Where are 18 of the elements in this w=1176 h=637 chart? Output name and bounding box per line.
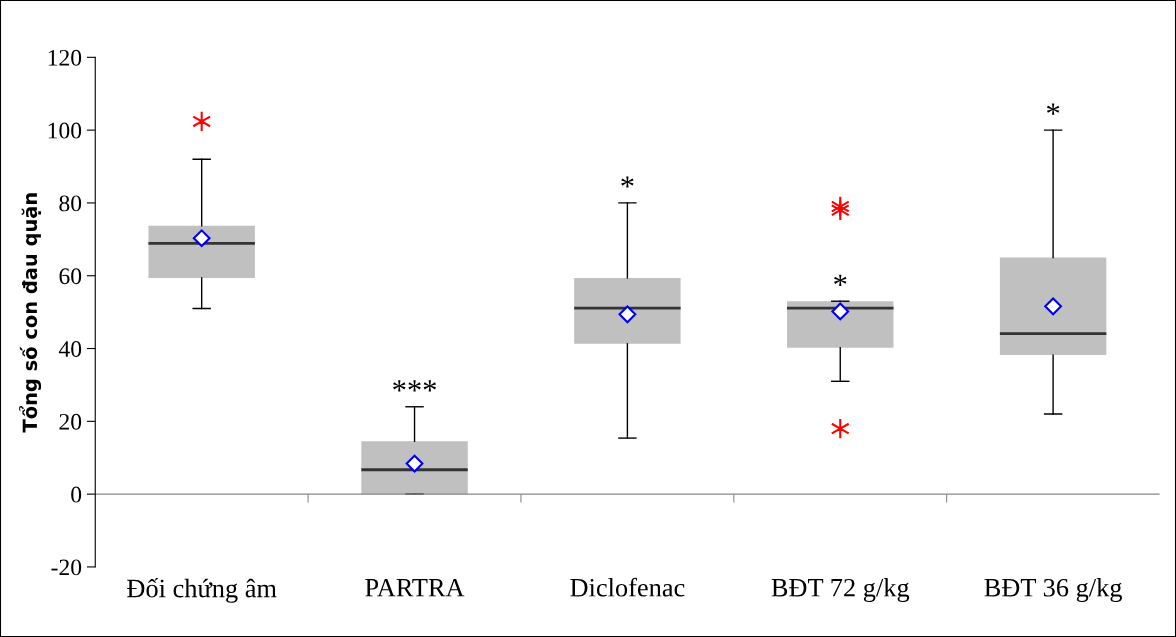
y-tick-label: 80 bbox=[59, 195, 82, 212]
y-tick-label: -20 bbox=[51, 559, 82, 576]
y-tick-label: 100 bbox=[48, 122, 82, 139]
x-tick-label: BĐT 72 g/kg bbox=[771, 578, 910, 603]
y-tick-label: 20 bbox=[59, 413, 82, 430]
y-tick-label: 0 bbox=[71, 486, 82, 503]
x-tick-label: BĐT 36 g/kg bbox=[984, 578, 1123, 603]
annotation: * bbox=[621, 176, 634, 188]
y-tick-label: 60 bbox=[59, 268, 82, 285]
x-tick-label: PARTRA bbox=[365, 578, 465, 597]
y-tick-label: 40 bbox=[58, 341, 82, 357]
x-tick-label: Diclofenac bbox=[570, 577, 685, 597]
y-tick-label: 120 bbox=[48, 49, 82, 66]
annotation: * bbox=[1046, 103, 1060, 115]
annotation: * bbox=[834, 274, 847, 286]
annotation: *** bbox=[393, 380, 436, 392]
x-tick-label: Đối chứng âm bbox=[127, 578, 277, 603]
y-axis-title: Tổng số con đau quặn bbox=[19, 193, 42, 433]
